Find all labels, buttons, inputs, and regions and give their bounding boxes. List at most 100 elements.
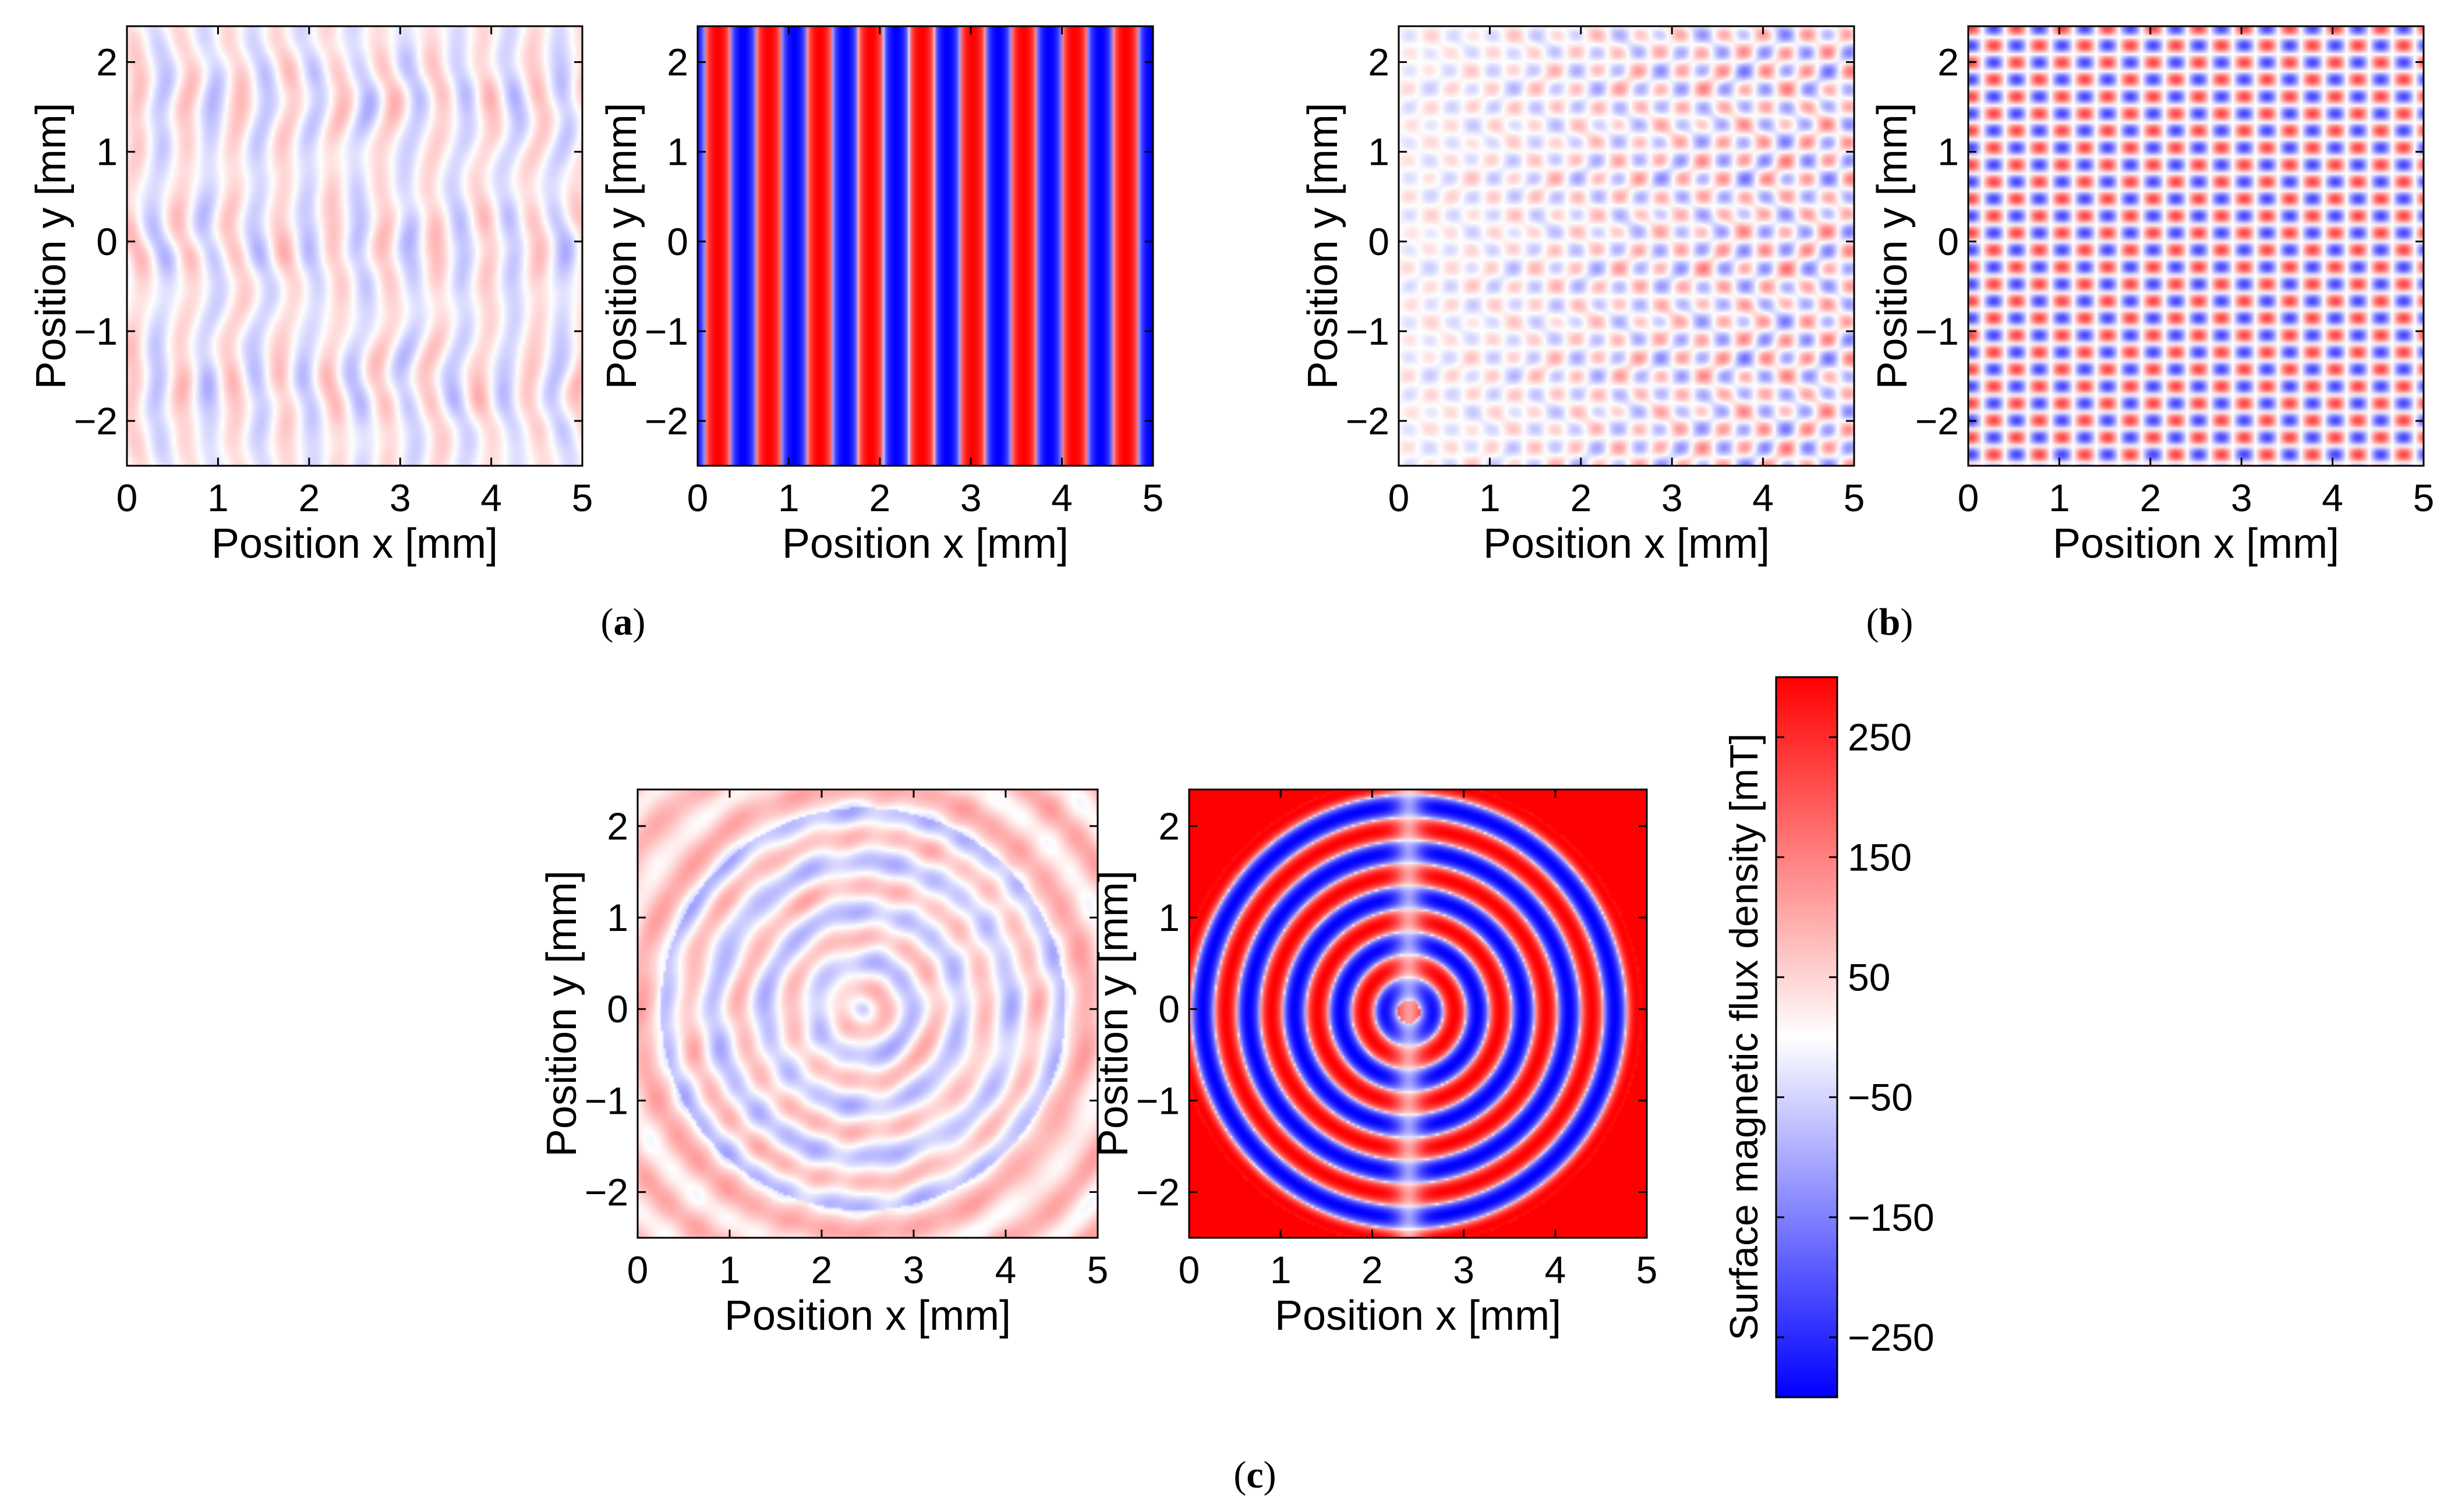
heatmap-c-measured [638, 789, 1098, 1238]
y-tick-label: −1 [74, 310, 118, 353]
y-tick-label: 2 [96, 41, 118, 84]
y-axis-label: Position y [mm] [28, 102, 75, 389]
y-tick-label: 0 [1368, 220, 1389, 263]
y-tick-label: 1 [1368, 130, 1389, 173]
x-tick-label: 2 [1570, 476, 1591, 519]
x-tick-label: 1 [1270, 1248, 1292, 1291]
plot-frame [696, 25, 1154, 467]
heatmap-a-measured [127, 26, 582, 466]
x-tick-label: 3 [960, 476, 982, 519]
panel-label-c: (c) [1233, 1454, 1276, 1496]
panel-label-a-letter: a [614, 601, 633, 643]
x-tick-label: 1 [1479, 476, 1501, 519]
y-tick-label: −1 [645, 310, 688, 353]
x-tick-label: 5 [1087, 1248, 1109, 1291]
x-tick-label: 0 [627, 1248, 649, 1291]
x-tick-label: 2 [298, 476, 320, 519]
x-axis-label: Position x [mm] [782, 520, 1069, 567]
y-axis-label: Position y [mm] [1300, 102, 1346, 389]
x-tick-label: 3 [1661, 476, 1683, 519]
x-tick-label: 2 [869, 476, 890, 519]
x-tick-label: 3 [903, 1248, 925, 1291]
heatmap-b-measured [1399, 26, 1854, 466]
x-tick-label: 1 [719, 1248, 741, 1291]
panel-label-b-open: ( [1866, 601, 1879, 643]
colorbar-gradient-bar [1775, 676, 1838, 1398]
x-tick-label: 3 [1453, 1248, 1474, 1291]
colorbar-title: Surface magnetic flux density [mT] [1722, 733, 1766, 1340]
y-axis-label: Position y [mm] [599, 102, 645, 389]
y-tick-label: 1 [607, 896, 628, 939]
y-tick-label: 0 [1158, 987, 1180, 1031]
x-axis-label: Position x [mm] [1483, 520, 1770, 567]
y-tick-label: −2 [1346, 399, 1389, 442]
y-tick-label: 0 [607, 987, 628, 1031]
heatmap-b-simulated [1968, 26, 2424, 466]
plot-frame [1398, 25, 1855, 467]
x-tick-label: 2 [1361, 1248, 1383, 1291]
x-tick-label: 0 [116, 476, 138, 519]
panel-label-b: (b) [1866, 601, 1914, 643]
y-tick-label: 2 [667, 41, 688, 84]
x-tick-label: 0 [1388, 476, 1410, 519]
x-tick-label: 5 [1844, 476, 1865, 519]
panel-label-a-close: ) [633, 601, 646, 643]
x-tick-label: 5 [2413, 476, 2435, 519]
y-tick-label: −2 [1136, 1170, 1180, 1213]
x-tick-label: 1 [207, 476, 229, 519]
y-tick-label: 2 [1158, 805, 1180, 848]
colorbar-tick-label: 50 [1848, 955, 1890, 998]
y-tick-label: 1 [1937, 130, 1959, 173]
y-tick-label: −2 [645, 399, 688, 442]
y-tick-label: 0 [96, 220, 118, 263]
colorbar-tick-label: −150 [1848, 1196, 1934, 1239]
x-tick-label: 5 [1636, 1248, 1658, 1291]
x-tick-label: 0 [1179, 1248, 1200, 1291]
y-tick-label: −2 [585, 1170, 628, 1213]
colorbar: 250 150 50 −50 −150 −250 Surface magnetic flu… [1722, 676, 1934, 1398]
panel-label-a-open: ( [601, 601, 614, 643]
panel-label-c-close: ) [1264, 1454, 1276, 1496]
plot-frame [636, 788, 1099, 1239]
plot-frame [1967, 25, 2425, 467]
y-axis-label: Position y [mm] [1090, 870, 1137, 1157]
y-tick-label: 0 [1937, 220, 1959, 263]
y-tick-label: 1 [96, 130, 118, 173]
y-tick-label: −2 [74, 399, 118, 442]
y-axis-label: Position y [mm] [539, 870, 585, 1157]
plot-frame [1188, 788, 1648, 1239]
y-tick-label: −1 [1136, 1079, 1180, 1122]
panel-label-b-close: ) [1900, 601, 1913, 643]
x-tick-label: 4 [1544, 1248, 1566, 1291]
x-tick-label: 4 [995, 1248, 1017, 1291]
x-axis-label: Position x [mm] [2053, 520, 2339, 567]
colorbar-tick-label: 250 [1848, 716, 1912, 759]
y-tick-label: 1 [1158, 896, 1180, 939]
y-tick-label: −2 [1915, 399, 1959, 442]
x-tick-label: 0 [1958, 476, 1979, 519]
x-tick-label: 0 [687, 476, 709, 519]
colorbar-ticks: 250 150 50 −50 −150 −250 [1776, 716, 1934, 1359]
y-tick-label: 1 [667, 130, 688, 173]
heatmap-a-simulated [698, 26, 1153, 466]
y-tick-label: −1 [1915, 310, 1959, 353]
y-tick-label: −1 [1346, 310, 1389, 353]
panel-label-c-open: ( [1233, 1454, 1246, 1496]
plot-frame [126, 25, 583, 467]
colorbar-tick-label: −250 [1848, 1316, 1934, 1359]
x-tick-label: 3 [390, 476, 411, 519]
y-tick-label: 2 [1368, 41, 1389, 84]
x-tick-label: 2 [811, 1248, 833, 1291]
colorbar-tick-label: −50 [1848, 1076, 1913, 1119]
y-axis-label: Position y [mm] [1869, 102, 1916, 389]
x-tick-label: 4 [1051, 476, 1073, 519]
y-tick-label: 2 [607, 805, 628, 848]
x-tick-label: 1 [778, 476, 800, 519]
y-tick-label: −1 [585, 1079, 628, 1122]
